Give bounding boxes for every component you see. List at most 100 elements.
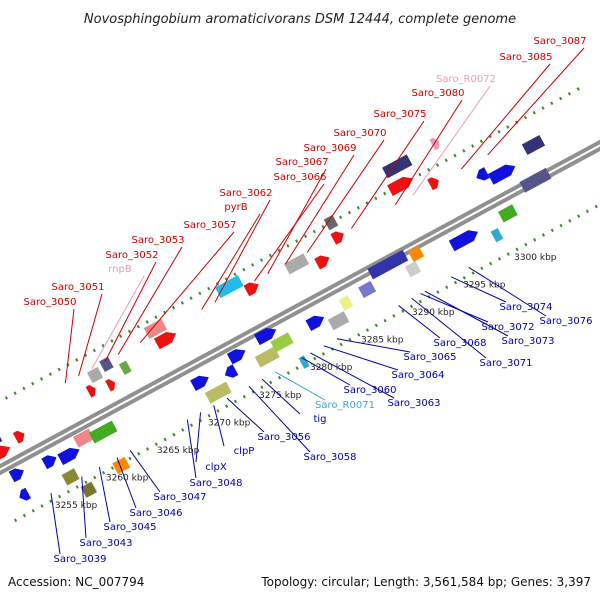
figure-title: Novosphingobium aromaticivorans DSM 1244… (84, 12, 516, 27)
gene-feature-4 (8, 468, 24, 483)
gene-feature-2 (12, 430, 25, 444)
kbp-label-3300-kbp: 3300 kbp (514, 253, 557, 263)
leader-saro-r0071 (275, 371, 326, 401)
leader-saro-3066 (254, 183, 325, 282)
gene-feature-40 (387, 176, 413, 196)
leader-saro-3085 (460, 63, 551, 170)
gene-label-saro-3085: Saro_3085 (500, 52, 553, 63)
gene-label-saro-3064: Saro_3064 (392, 370, 445, 381)
gene-feature-15 (118, 360, 132, 375)
gene-label-saro-3050: Saro_3050 (24, 297, 77, 308)
tick-dot-row (14, 202, 600, 523)
gene-label-rnpb: rnpB (108, 264, 132, 275)
gene-label-clpp: clpP (234, 446, 255, 457)
gene-feature-18 (190, 375, 209, 392)
leader-saro-r0072 (412, 85, 491, 196)
leader-saro-3052 (104, 261, 157, 362)
gene-feature-17 (153, 332, 177, 350)
leader-saro-3060 (301, 357, 351, 386)
leader-saro-3062 (214, 199, 271, 303)
gene-label-saro-3068: Saro_3068 (434, 338, 487, 349)
gene-label-saro-3062: Saro_3062 (220, 188, 273, 199)
gene-feature-48 (521, 134, 546, 156)
genome-backbone (0, 139, 600, 476)
gene-feature-51 (112, 456, 131, 475)
gene-label-saro-r0072: Saro_R0072 (436, 74, 496, 85)
gene-feature-43 (490, 228, 504, 243)
gene-label-saro-3074: Saro_3074 (500, 302, 553, 313)
leader-saro-3051 (78, 293, 103, 377)
gene-feature-12 (99, 356, 114, 373)
kbp-scale-labels: 3255 kbp 3260 kbp 3265 kbp 3270 kbp 3275 kbp… (55, 253, 557, 511)
gene-feature-30 (338, 295, 354, 311)
gene-label-saro-3047: Saro_3047 (154, 492, 207, 503)
gene-feature-31 (283, 253, 310, 275)
leader-saro-3076 (468, 266, 547, 317)
gene-feature-13 (85, 385, 96, 398)
gene-label-saro-3075: Saro_3075 (374, 109, 427, 120)
gene-feature-28 (305, 315, 325, 332)
gene-label-saro-r0071: Saro_R0071 (315, 400, 375, 411)
leader-saro-3069 (284, 154, 355, 265)
gene-feature-26 (243, 282, 259, 297)
gene-label-saro-3051: Saro_3051 (52, 282, 105, 293)
leader-clpx (195, 412, 202, 463)
gene-feature-37 (404, 261, 422, 278)
leader-saro-3043 (81, 476, 87, 539)
gene-label-clpx: clpX (205, 462, 227, 473)
leader-saro-3063 (310, 352, 395, 399)
gene-label-saro-3076: Saro_3076 (540, 316, 593, 327)
leader-saro-3046 (116, 457, 137, 509)
gene-label-saro-3053: Saro_3053 (132, 235, 185, 246)
leader-saro-3080 (394, 99, 463, 206)
leader-saro-3072 (420, 293, 489, 323)
gene-feature-34 (330, 231, 344, 245)
accession-text: Accession: NC_007794 (8, 575, 144, 589)
leader-saro-3057 (139, 231, 235, 344)
gene-feature-38 (407, 245, 425, 262)
gene-feature-41 (448, 230, 479, 252)
gene-label-saro-3039: Saro_3039 (54, 554, 107, 565)
leader-saro-3068 (398, 305, 441, 339)
gene-feature-25 (214, 275, 244, 299)
gene-label-saro-3056: Saro_3056 (258, 432, 311, 443)
gene-label-saro-3066: Saro_3066 (274, 172, 327, 183)
backbone-strand (0, 139, 600, 469)
leader-saro-3053 (117, 246, 183, 355)
gene-feature-27 (298, 355, 310, 369)
gene-feature-45 (476, 167, 490, 181)
gene-feature-24 (270, 332, 294, 353)
leader-saro-3065 (336, 338, 411, 353)
kbp-label-3260-kbp: 3260 kbp (106, 473, 149, 483)
gene-feature-36 (367, 249, 409, 280)
gene-feature-46 (487, 164, 516, 185)
leader-pyrb (201, 213, 261, 310)
gene-label-pyrb: pyrB (224, 202, 247, 213)
leader-saro-3070 (306, 139, 385, 253)
gene-label-saro-3071: Saro_3071 (480, 358, 533, 369)
gene-feature-21 (226, 349, 246, 365)
kbp-label-3255-kbp: 3255 kbp (55, 501, 98, 511)
gene-label-saro-3087: Saro_3087 (534, 36, 587, 47)
gene-feature-22 (254, 346, 280, 368)
leader-saro-3071 (411, 297, 487, 359)
gene-feature-6 (57, 447, 80, 466)
gene-label-saro-3072: Saro_3072 (482, 322, 535, 333)
gene-feature-47 (519, 167, 552, 193)
gene-feature-14 (105, 379, 116, 392)
gene-label-saro-3045: Saro_3045 (104, 522, 157, 533)
leader-saro-3058 (248, 385, 311, 453)
leader-saro-3074 (451, 276, 507, 303)
gene-feature-16 (143, 318, 168, 339)
gene-feature-19 (204, 381, 232, 404)
gene-feature-3 (0, 445, 11, 463)
gene-feature-35 (358, 280, 377, 299)
gene-feature-8 (88, 420, 118, 444)
lower-gene-labels: Saro_3039 Saro_3043 Saro_3045 Saro_3046 Saro… (54, 302, 593, 565)
leader-saro-3050 (64, 308, 75, 384)
gene-feature-5 (41, 455, 57, 470)
gene-feature-9 (61, 468, 80, 486)
genome-summary-text: Topology: circular; Length: 3,561,584 bp… (260, 575, 591, 589)
